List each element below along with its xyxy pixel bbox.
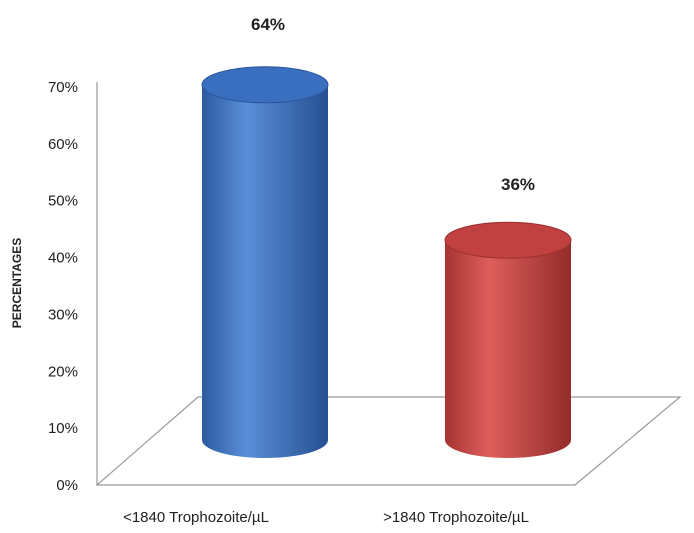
axes [95,82,682,486]
category-label: >1840 Trophozoite/µL [383,509,529,526]
bar-body [202,84,328,459]
bars: 64% 36% [201,15,572,459]
bar-top [201,66,329,104]
bar-2: 36% [444,175,572,458]
y-tick-label: 0% [56,477,78,494]
y-tick-label: 70% [48,79,78,96]
bar-top [444,221,572,259]
y-tick-label: 20% [48,363,78,380]
bar-1: 64% [201,15,329,459]
floor-plane [95,396,682,486]
y-tick-label: 40% [48,250,78,267]
y-tick-label: 50% [48,193,78,210]
data-label: 64% [251,15,285,34]
y-ticks: 0% 10% 20% 30% 40% 50% 60% 70% [48,79,78,494]
data-label: 36% [501,175,535,194]
category-labels: <1840 Trophozoite/µL >1840 Trophozoite/µL [123,509,529,526]
y-axis-label: PERCENTAGES [10,238,24,328]
y-tick-label: 30% [48,306,78,323]
bar-body [445,240,571,458]
y-tick-label: 10% [48,420,78,437]
y-tick-label: 60% [48,136,78,153]
category-label: <1840 Trophozoite/µL [123,509,269,526]
